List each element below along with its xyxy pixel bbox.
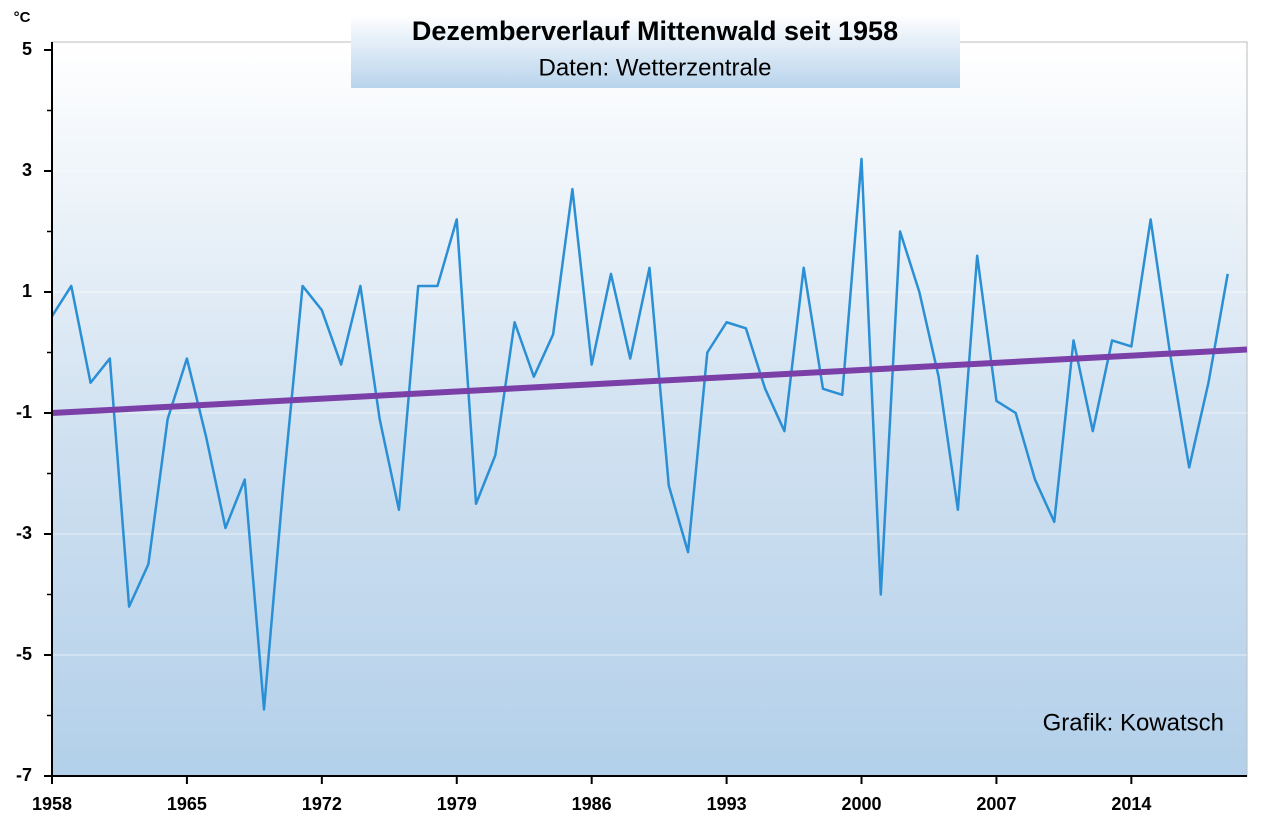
- annotation: Grafik: Kowatsch: [1043, 709, 1224, 736]
- x-tick-label: 1958: [32, 794, 72, 814]
- y-tick-label: -1: [16, 402, 32, 422]
- x-tick-label: 1986: [572, 794, 612, 814]
- x-tick-label: 2014: [1111, 794, 1151, 814]
- x-tick-label: 1993: [707, 794, 747, 814]
- x-tick-label: 1972: [302, 794, 342, 814]
- x-tick-label: 1965: [167, 794, 207, 814]
- chart-subtitle: Daten: Wetterzentrale: [538, 54, 771, 81]
- y-tick-label: 5: [22, 39, 32, 59]
- y-tick-label: 3: [22, 160, 32, 180]
- y-tick-label: -5: [16, 644, 32, 664]
- y-unit: °C: [14, 9, 31, 26]
- plot-area: [51, 41, 1248, 777]
- x-tick-label: 1979: [437, 794, 477, 814]
- y-tick-label: -7: [16, 765, 32, 785]
- y-tick-label: 1: [22, 281, 32, 301]
- x-tick-label: 2000: [841, 794, 881, 814]
- chart-title: Dezemberverlauf Mittenwald seit 1958: [412, 16, 898, 46]
- title-box: [351, 14, 960, 88]
- trend-line: [51, 346, 1248, 416]
- x-tick-label: 2007: [976, 794, 1016, 814]
- y-tick-label: -3: [16, 523, 32, 543]
- data-line: [50, 157, 1229, 711]
